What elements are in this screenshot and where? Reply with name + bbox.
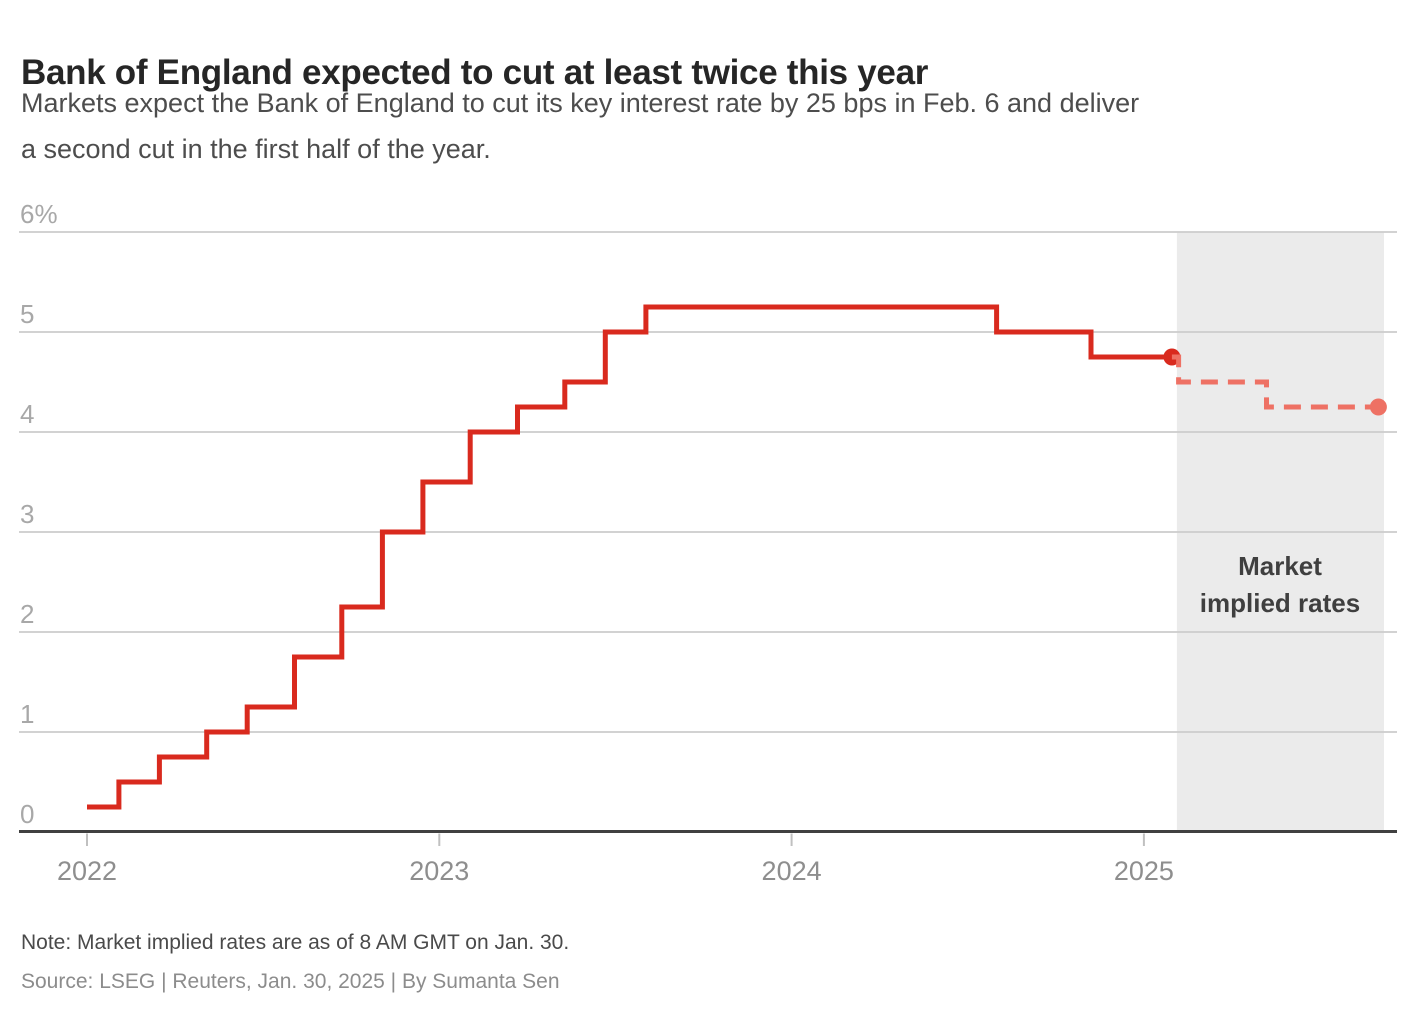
- chart-subtitle-line-2: a second cut in the first half of the ye…: [21, 134, 491, 164]
- y-axis-label-5: 5: [20, 299, 34, 329]
- projection-region-label: Market implied rates: [1200, 551, 1360, 618]
- x-axis-label-2023: 2023: [409, 856, 469, 886]
- implied-rate-line: [1171, 354, 1379, 410]
- y-axis-label-2: 2: [20, 599, 34, 629]
- projection-region-label-line-2: implied rates: [1200, 588, 1360, 618]
- rate-step-chart: 6% 5 4 3 2 1 0 2022 2023 2024 2025 Market implied ra…: [19, 199, 1397, 886]
- chart-title: Bank of England expected to cut at least…: [21, 53, 929, 93]
- x-axis-label-2025: 2025: [1114, 856, 1174, 886]
- actual-rate-line: [87, 304, 1172, 810]
- y-axis-label-1: 1: [20, 699, 34, 729]
- y-axis-label-6: 6%: [20, 199, 58, 229]
- y-axis-label-0: 0: [20, 799, 34, 829]
- projection-region-label-line-1: Market: [1238, 551, 1322, 581]
- x-axis-label-2024: 2024: [762, 856, 822, 886]
- y-axis-label-3: 3: [20, 499, 34, 529]
- y-axis-label-4: 4: [20, 399, 34, 429]
- chart-subtitle: Markets expect the Bank of England to cu…: [21, 80, 1406, 172]
- chart-note: Note: Market implied rates are as of 8 A…: [21, 931, 570, 954]
- x-axis-label-2022: 2022: [57, 856, 117, 886]
- chart-source: Source: LSEG | Reuters, Jan. 30, 2025 | …: [21, 970, 560, 993]
- implied-end-dot: [1369, 398, 1387, 416]
- chart-subtitle-line-1: Markets expect the Bank of England to cu…: [21, 88, 1140, 118]
